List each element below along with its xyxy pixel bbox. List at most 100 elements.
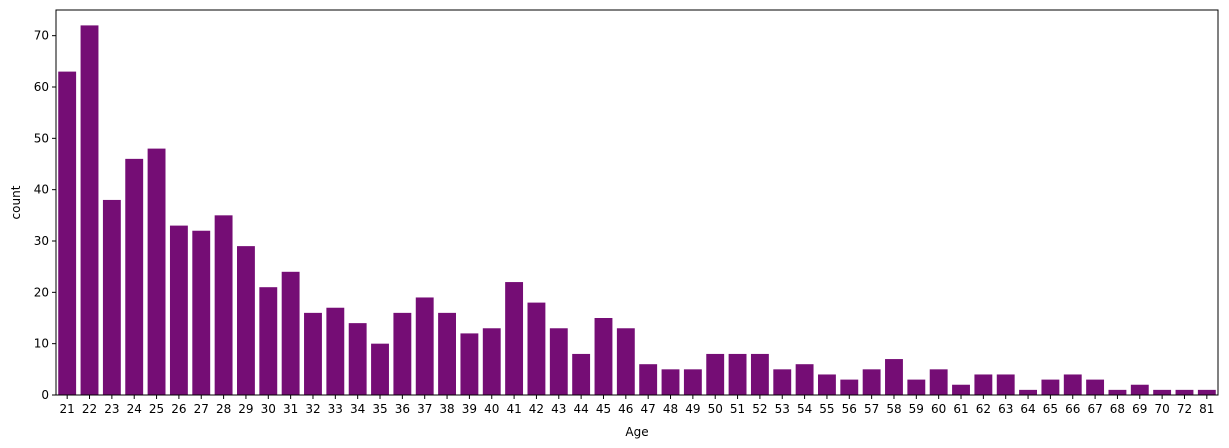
bar-age-63: [996, 374, 1015, 395]
y-tick-label: 60: [34, 80, 49, 94]
bar-age-61: [952, 384, 970, 395]
y-axis-label: count: [9, 185, 23, 219]
bar-age-24: [125, 158, 144, 395]
x-tick-label: 38: [439, 402, 454, 416]
x-axis-label: Age: [625, 425, 648, 439]
x-tick-label: 21: [60, 402, 75, 416]
x-tick-label: 54: [797, 402, 812, 416]
x-tick-label: 45: [596, 402, 611, 416]
x-tick-label: 66: [1065, 402, 1080, 416]
bar-age-52: [750, 353, 769, 395]
bar-age-25: [147, 148, 166, 395]
bar-age-23: [102, 199, 121, 395]
x-tick-label: 55: [819, 402, 834, 416]
x-tick-label: 61: [953, 402, 968, 416]
bar-age-33: [326, 307, 345, 395]
x-tick-label: 69: [1132, 402, 1147, 416]
bar-age-69: [1130, 384, 1149, 395]
x-tick-label: 65: [1043, 402, 1058, 416]
bar-age-30: [259, 287, 278, 395]
bar-age-64: [1019, 389, 1037, 395]
x-tick-label: 59: [909, 402, 924, 416]
y-tick-label: 20: [34, 285, 49, 299]
bar-age-43: [549, 328, 568, 395]
bar-age-67: [1086, 379, 1105, 395]
x-tick-label: 60: [931, 402, 946, 416]
bar-age-40: [482, 328, 501, 395]
x-tick-label: 51: [730, 402, 745, 416]
bar-age-46: [616, 328, 635, 395]
bar-age-47: [639, 364, 658, 395]
x-tick-label: 23: [104, 402, 119, 416]
y-tick-label: 40: [34, 183, 49, 197]
y-tick-label: 50: [34, 131, 49, 145]
bar-age-72: [1175, 389, 1194, 395]
x-tick-label: 67: [1087, 402, 1102, 416]
bar-age-22: [80, 25, 99, 396]
bar-age-60: [929, 369, 948, 395]
bar-age-55: [818, 374, 836, 395]
x-tick-label: 39: [462, 402, 477, 416]
x-tick-label: 33: [328, 402, 343, 416]
bar-age-48: [661, 369, 680, 395]
x-tick-label: 64: [1020, 402, 1035, 416]
x-tick-label: 36: [395, 402, 410, 416]
y-tick-label: 70: [34, 29, 49, 43]
bar-age-50: [706, 353, 725, 395]
x-tick-label: 32: [305, 402, 320, 416]
x-tick-label: 43: [551, 402, 566, 416]
y-tick-label: 0: [41, 388, 49, 402]
bar-age-56: [840, 379, 859, 395]
bar-age-38: [438, 312, 456, 395]
bar-age-54: [795, 364, 814, 395]
bar-age-29: [237, 246, 255, 395]
x-tick-label: 25: [149, 402, 164, 416]
x-tick-label: 58: [886, 402, 901, 416]
bar-age-70: [1153, 389, 1172, 395]
bar-age-21: [58, 71, 77, 395]
bar-age-41: [505, 282, 524, 395]
bar-age-57: [862, 369, 881, 395]
bar-age-68: [1108, 389, 1127, 395]
bar-age-62: [974, 374, 993, 395]
x-tick-label: 63: [998, 402, 1013, 416]
x-tick-label: 49: [685, 402, 700, 416]
x-tick-label: 42: [529, 402, 544, 416]
bar-age-37: [415, 297, 434, 395]
x-tick-label: 26: [171, 402, 186, 416]
x-tick-label: 44: [573, 402, 588, 416]
x-tick-label: 72: [1177, 402, 1192, 416]
x-tick-label: 29: [238, 402, 253, 416]
x-tick-label: 62: [976, 402, 991, 416]
bar-age-39: [460, 333, 479, 395]
x-tick-label: 28: [216, 402, 231, 416]
x-tick-label: 81: [1199, 402, 1214, 416]
bar-age-35: [371, 343, 389, 395]
x-tick-label: 68: [1110, 402, 1125, 416]
plot-frame: [55, 9, 1219, 396]
x-tick-label: 40: [484, 402, 499, 416]
bar-age-49: [683, 369, 702, 395]
x-tick-label: 37: [417, 402, 432, 416]
x-tick-label: 50: [708, 402, 723, 416]
x-tick-label: 52: [752, 402, 767, 416]
x-tick-label: 70: [1154, 402, 1169, 416]
x-axis: 21 22 23 24 25 26 27 28 29 30 31 32 33 34 35 36 37 38 39 40…: [60, 395, 1214, 416]
bar-age-53: [773, 369, 792, 395]
x-tick-label: 56: [842, 402, 857, 416]
y-tick-label: 10: [34, 337, 49, 351]
bar-age-42: [527, 302, 546, 395]
x-tick-label: 34: [350, 402, 365, 416]
bar-age-66: [1063, 374, 1082, 395]
x-tick-label: 27: [194, 402, 209, 416]
x-tick-label: 53: [775, 402, 790, 416]
x-tick-label: 35: [372, 402, 387, 416]
bar-age-59: [907, 379, 926, 395]
bar-age-81: [1197, 389, 1216, 395]
bar-age-45: [594, 318, 613, 395]
x-tick-label: 48: [663, 402, 678, 416]
bar-age-32: [304, 312, 322, 395]
bar-age-27: [192, 230, 211, 395]
bar-age-34: [348, 323, 367, 395]
bar-age-44: [572, 353, 591, 395]
